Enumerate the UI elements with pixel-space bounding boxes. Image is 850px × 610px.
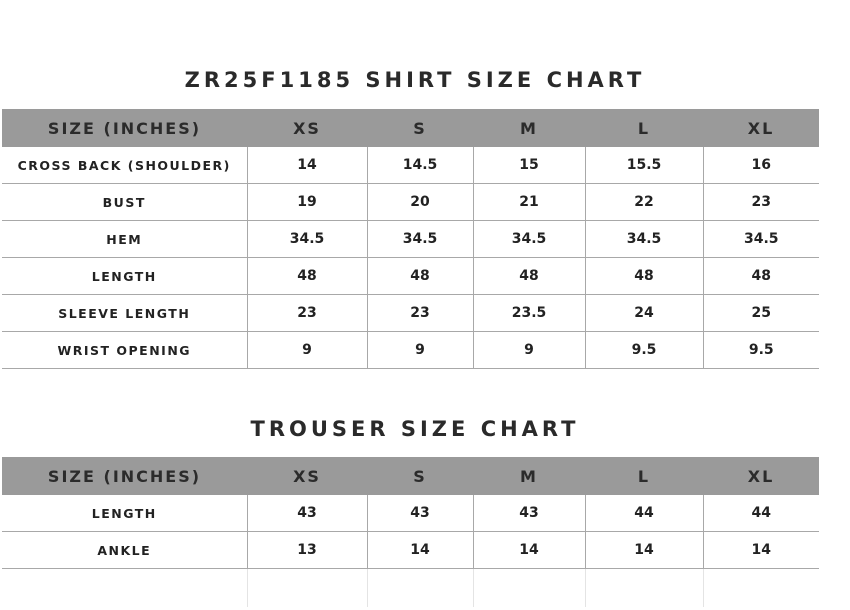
size-value: 13 [246,531,367,569]
header-row: SIZE (INCHES) XS S M L XL [2,457,819,495]
table-row: SLEEVE LENGTH 23 23 23.5 24 25 [2,294,819,332]
header-size-s: S [367,457,473,495]
size-value: 19 [246,183,367,221]
trouser-chart-title: TROUSER SIZE CHART [250,417,580,441]
row-label: LENGTH [2,257,247,295]
size-value: 15 [472,147,585,184]
header-size-xl: XL [703,109,819,147]
size-value: 48 [584,257,703,295]
header-size-label: SIZE (INCHES) [2,457,247,495]
size-value: 34.5 [702,220,819,258]
size-value: 14 [472,531,585,569]
empty-cell [2,569,247,608]
size-value: 9 [472,331,585,369]
table-row: LENGTH 43 43 43 44 44 [2,495,819,532]
size-value: 9 [366,331,473,369]
table-row: LENGTH 48 48 48 48 48 [2,257,819,295]
size-value: 15.5 [584,147,703,184]
empty-cell [246,568,367,607]
size-value: 34.5 [366,220,473,258]
empty-cell [366,568,473,607]
row-label: HEM [2,220,247,258]
size-value: 21 [472,183,585,221]
header-size-l: L [585,109,703,147]
header-size-xs: XS [247,457,367,495]
size-value: 14.5 [366,147,473,184]
row-label: WRIST OPENING [2,331,247,369]
header-size-s: S [367,109,473,147]
table-row: CROSS BACK (SHOULDER) 14 14.5 15 15.5 16 [2,147,819,184]
size-value: 34.5 [246,220,367,258]
size-value: 14 [584,531,703,569]
row-label: BUST [2,183,247,221]
header-size-label: SIZE (INCHES) [2,109,247,147]
empty-cell [472,568,585,607]
header-size-m: M [473,109,585,147]
size-value: 9.5 [584,331,703,369]
size-value: 48 [702,257,819,295]
size-value: 25 [702,294,819,332]
header-size-xl: XL [703,457,819,495]
size-value: 14 [702,531,819,569]
header-size-m: M [473,457,585,495]
size-value: 43 [246,495,367,532]
size-value: 9 [246,331,367,369]
size-value: 48 [366,257,473,295]
size-value: 16 [702,147,819,184]
header-row: SIZE (INCHES) XS S M L XL [2,109,819,147]
size-value: 34.5 [472,220,585,258]
shirt-chart-title: ZR25F1185 SHIRT SIZE CHART [184,68,646,92]
size-value: 43 [472,495,585,532]
table-row: ANKLE 13 14 14 14 14 [2,531,819,569]
empty-row [2,568,819,608]
size-value: 48 [246,257,367,295]
size-value: 23.5 [472,294,585,332]
empty-cell [702,568,819,607]
size-value: 22 [584,183,703,221]
trouser-size-table: SIZE (INCHES) XS S M L XL LENGTH 43 43 43 44 44 ANK… [2,457,819,607]
row-label: LENGTH [2,495,247,532]
table-row: WRIST OPENING 9 9 9 9.5 9.5 [2,331,819,369]
header-size-l: L [585,457,703,495]
size-value: 24 [584,294,703,332]
size-value: 23 [366,294,473,332]
size-value: 14 [246,147,367,184]
size-value: 34.5 [584,220,703,258]
size-value: 20 [366,183,473,221]
row-label: SLEEVE LENGTH [2,294,247,332]
header-size-xs: XS [247,109,367,147]
table-row: BUST 19 20 21 22 23 [2,183,819,221]
size-value: 43 [366,495,473,532]
size-value: 23 [246,294,367,332]
shirt-size-table: SIZE (INCHES) XS S M L XL CROSS BACK (SHOULDE… [2,109,819,369]
table-row: HEM 34.5 34.5 34.5 34.5 34.5 [2,220,819,258]
row-label: CROSS BACK (SHOULDER) [2,147,247,184]
empty-cell [584,568,703,607]
row-label: ANKLE [2,531,247,569]
size-value: 44 [584,495,703,532]
size-value: 44 [702,495,819,532]
size-value: 23 [702,183,819,221]
size-value: 48 [472,257,585,295]
size-value: 14 [366,531,473,569]
size-value: 9.5 [702,331,819,369]
